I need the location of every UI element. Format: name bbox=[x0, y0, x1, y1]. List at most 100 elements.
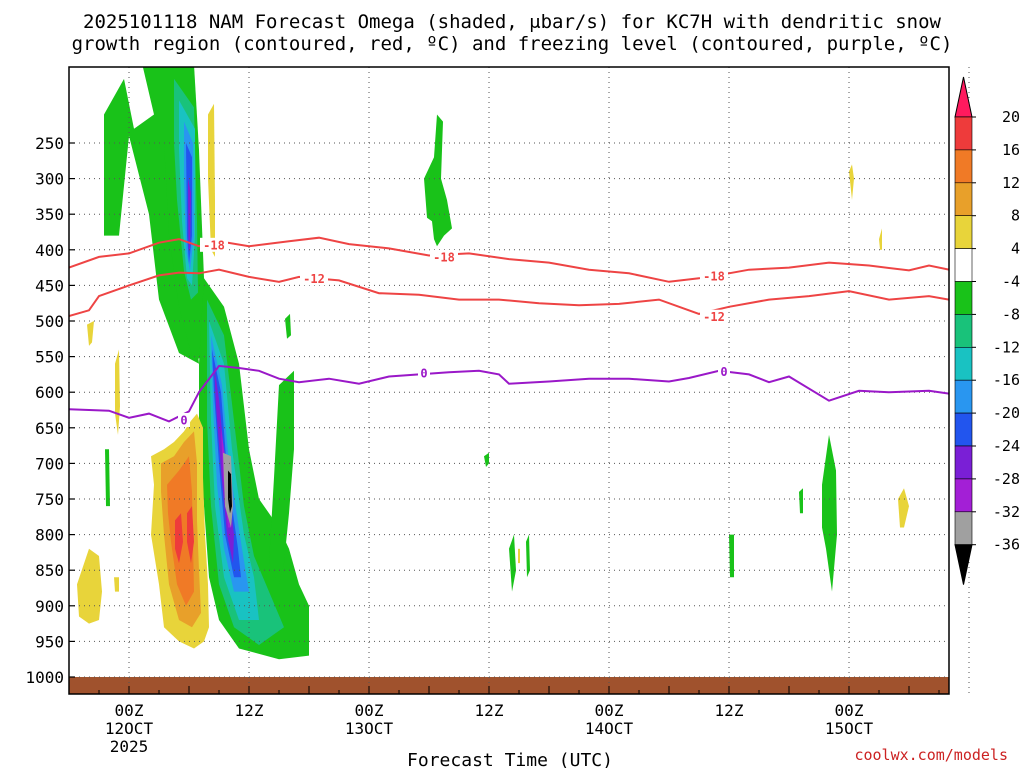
colorbar: 20 16 12 8 4 -4 -8 -12 -16 -20 -24 -28 -32 -36 bbox=[954, 76, 1020, 585]
omega-region-35 bbox=[799, 488, 803, 514]
colorbar-label-14: -36 bbox=[993, 536, 1020, 554]
credit-link[interactable]: coolwx.com/models bbox=[854, 746, 1008, 764]
contour-label-bg bbox=[700, 309, 728, 324]
contour-label-dgz-bottom-2: -12 bbox=[703, 310, 725, 324]
chart-title: 2025101118 NAM Forecast Omega (shaded, μ… bbox=[72, 11, 953, 55]
colorbar-swatch-4 bbox=[954, 215, 973, 249]
contour-label-bg bbox=[700, 269, 728, 284]
colorbar-swatch-3 bbox=[954, 182, 973, 217]
colorbar-label-8: -12 bbox=[993, 338, 1020, 356]
colorbar-swatch-8 bbox=[954, 346, 973, 381]
colorbar-swatch-2 bbox=[954, 149, 973, 184]
omega-region-28 bbox=[105, 449, 110, 507]
omega-region-1 bbox=[104, 67, 199, 364]
contour-label-dgz-top-1: -18 bbox=[203, 238, 225, 252]
x-tick-label-1-line-2: 12OCT bbox=[105, 719, 154, 738]
y-tick-label-400: 400 bbox=[35, 241, 64, 260]
contour-freezing-level bbox=[69, 364, 949, 423]
y-tick-label-700: 700 bbox=[35, 454, 64, 473]
colorbar-label-9: -16 bbox=[993, 371, 1020, 389]
colorbar-label-6: -4 bbox=[1002, 273, 1020, 291]
y-tick-label-800: 800 bbox=[35, 526, 64, 545]
colorbar-arrow-bottom bbox=[954, 544, 973, 585]
x-tick-label-5-line-2: 14OCT bbox=[585, 719, 634, 738]
colorbar-label-5: 4 bbox=[1011, 240, 1020, 258]
temperature-contours: -18 -18 -18 -12 -12 0 0 0 bbox=[69, 236, 949, 427]
omega-region-40 bbox=[898, 488, 909, 528]
grid-lines bbox=[68, 67, 970, 694]
omega-region-24 bbox=[87, 321, 94, 346]
colorbar-label-11: -24 bbox=[993, 437, 1020, 455]
colorbar-swatch-10 bbox=[954, 412, 973, 447]
x-tick-label-7-line-1: 00Z bbox=[835, 701, 864, 720]
contour-label-dgz-top-3: -18 bbox=[703, 270, 725, 284]
colorbar-label-3: 12 bbox=[1002, 174, 1020, 192]
chart-title-line-2: growth region (contoured, red, ºC) and f… bbox=[72, 33, 953, 55]
omega-region-39 bbox=[879, 228, 882, 250]
y-tick-label-900: 900 bbox=[35, 597, 64, 616]
colorbar-swatch-12 bbox=[954, 478, 973, 513]
x-tick-label-1-line-1: 00Z bbox=[115, 701, 144, 720]
chart-title-line-1: 2025101118 NAM Forecast Omega (shaded, μ… bbox=[83, 11, 941, 33]
colorbar-label-4: 8 bbox=[1011, 207, 1020, 225]
omega-region-30 bbox=[424, 114, 452, 247]
colorbar-label-13: -32 bbox=[993, 503, 1020, 521]
omega-region-37 bbox=[518, 548, 520, 564]
colorbar-label-10: -20 bbox=[993, 404, 1020, 422]
omega-region-34 bbox=[729, 534, 734, 578]
omega-region-25 bbox=[114, 577, 119, 592]
omega-region-31 bbox=[484, 452, 489, 467]
x-tick-label-2-line-1: 12Z bbox=[235, 701, 264, 720]
contour-label-bg bbox=[430, 249, 458, 264]
y-tick-label-750: 750 bbox=[35, 490, 64, 509]
y-tick-label-450: 450 bbox=[35, 276, 64, 295]
omega-region-9 bbox=[269, 370, 294, 585]
contour-label-bg bbox=[418, 365, 430, 380]
y-tick-label-600: 600 bbox=[35, 383, 64, 402]
x-tick-label-1-line-3: 2025 bbox=[110, 737, 149, 756]
contour-label-bg bbox=[300, 271, 328, 286]
y-tick-label-350: 350 bbox=[35, 205, 64, 224]
contour-label-freezing-level-1: 0 bbox=[180, 413, 187, 427]
omega-region-27 bbox=[208, 103, 215, 257]
x-axis-title: Forecast Time (UTC) bbox=[407, 750, 613, 768]
y-tick-label-650: 650 bbox=[35, 419, 64, 438]
y-axis: 250 300 350 400 450 500 550 600 650 700 750 800 850 9… bbox=[25, 134, 75, 687]
colorbar-swatch-7 bbox=[954, 314, 973, 348]
y-tick-label-250: 250 bbox=[35, 134, 64, 153]
contour-dgz-top bbox=[69, 236, 949, 283]
x-tick-label-6-line-1: 12Z bbox=[715, 701, 744, 720]
omega-region-38 bbox=[849, 164, 854, 200]
contour-label-bg bbox=[178, 412, 190, 427]
colorbar-label-7: -8 bbox=[1002, 305, 1020, 323]
y-tick-label-850: 850 bbox=[35, 561, 64, 580]
omega-region-17 bbox=[228, 470, 232, 514]
x-tick-label-5-line-1: 00Z bbox=[595, 701, 624, 720]
x-tick-label-3-line-2: 13OCT bbox=[345, 719, 394, 738]
colorbar-swatch-11 bbox=[954, 445, 973, 480]
contour-label-freezing-level-2: 0 bbox=[420, 366, 427, 380]
colorbar-swatch-13 bbox=[954, 511, 973, 545]
colorbar-swatch-5 bbox=[954, 248, 973, 282]
colorbar-label-2: 16 bbox=[1002, 141, 1020, 159]
omega-region-33 bbox=[526, 534, 530, 578]
colorbar-swatch-9 bbox=[954, 379, 973, 414]
contour-label-dgz-bottom-1: -12 bbox=[303, 272, 325, 286]
x-tick-label-7-line-2: 15OCT bbox=[825, 719, 874, 738]
contour-dgz-bottom bbox=[69, 268, 949, 317]
omega-region-22 bbox=[187, 506, 194, 564]
y-tick-label-1000: 1000 bbox=[25, 668, 64, 687]
y-tick-label-500: 500 bbox=[35, 312, 64, 331]
contour-label-freezing-level-3: 0 bbox=[720, 365, 727, 379]
contour-label-bg bbox=[200, 237, 228, 252]
ground-surface bbox=[69, 677, 949, 694]
omega-shading bbox=[77, 67, 909, 660]
colorbar-label-1: 20 bbox=[1002, 108, 1020, 126]
omega-region-21 bbox=[175, 513, 183, 564]
contour-label-dgz-top-2: -18 bbox=[433, 250, 455, 264]
omega-region-32 bbox=[509, 534, 516, 592]
y-tick-label-950: 950 bbox=[35, 632, 64, 651]
x-tick-label-3-line-1: 00Z bbox=[355, 701, 384, 720]
